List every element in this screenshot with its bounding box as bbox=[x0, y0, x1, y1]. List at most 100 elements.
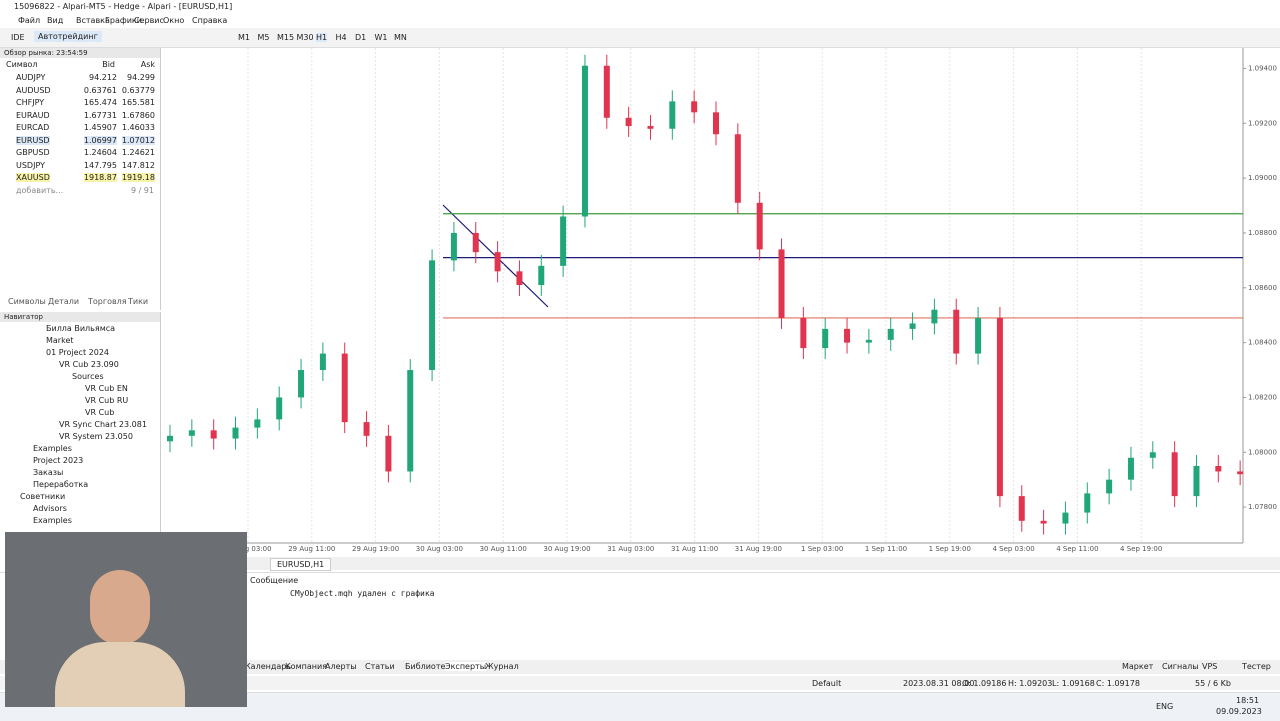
navigator-item[interactable]: Заказы bbox=[33, 468, 64, 477]
quote-cell: XAUUSD bbox=[16, 173, 50, 182]
chart-tab[interactable]: EURUSD,H1 bbox=[270, 558, 332, 571]
candle-body bbox=[844, 328, 851, 343]
navigator-item[interactable]: Билла Вильямса bbox=[46, 324, 116, 333]
candle-body bbox=[472, 232, 479, 253]
window-title: 15096822 - Alpari-MT5 - Hedge - Alpari -… bbox=[14, 2, 233, 11]
toolbar: IDE Автотрейдинг M1 M5 M15 M30 H1 H4 D1 W1 MN bbox=[0, 28, 1280, 48]
candle-body bbox=[1149, 452, 1156, 458]
quote-cell: 94.212 bbox=[89, 73, 117, 82]
navigator-item[interactable]: VR Sync Chart 23.081 bbox=[59, 420, 147, 429]
quote-cell: 1.45907 bbox=[83, 123, 117, 132]
quote-cell: 1.24621 bbox=[121, 148, 155, 157]
menu-item[interactable]: Вид bbox=[47, 16, 64, 25]
x-tick-label: 1 Sep 03:00 bbox=[801, 545, 843, 553]
candle-body bbox=[298, 370, 305, 398]
panel-tab[interactable]: Символы bbox=[8, 297, 46, 306]
candle-body bbox=[887, 328, 894, 340]
navigator-item[interactable]: Examples bbox=[33, 444, 72, 453]
timeframe-button[interactable]: H4 bbox=[335, 33, 347, 42]
menu-item[interactable]: Окно bbox=[163, 16, 185, 25]
timeframe-button[interactable]: M15 bbox=[277, 33, 295, 42]
navigator-item[interactable]: Examples bbox=[33, 516, 72, 525]
timeframe-button[interactable]: M30 bbox=[296, 33, 314, 42]
status-field: L: 1.09168 bbox=[1052, 679, 1095, 688]
menu-item[interactable]: Графики bbox=[105, 16, 142, 25]
candle-body bbox=[167, 435, 173, 442]
candle-body bbox=[822, 328, 829, 349]
navigator-item[interactable]: VR Cub bbox=[85, 408, 115, 417]
candle-body bbox=[210, 430, 217, 439]
toolbox-button[interactable]: Маркет bbox=[1122, 662, 1154, 671]
toolbox-tab[interactable]: Алерты bbox=[325, 662, 357, 671]
panel-tab[interactable]: Тики bbox=[128, 297, 149, 306]
column-header: Ask bbox=[140, 60, 155, 69]
candle-body bbox=[232, 427, 239, 439]
toolbox-tab[interactable]: Календарь bbox=[245, 662, 292, 671]
add-symbol[interactable]: добавить... bbox=[16, 186, 64, 195]
timeframe-button[interactable]: M5 bbox=[257, 33, 270, 42]
algo-button[interactable]: Автотрейдинг bbox=[34, 31, 102, 42]
timeframe-button[interactable]: MN bbox=[394, 33, 407, 42]
y-tick-label: 1.07800 bbox=[1248, 503, 1277, 511]
candle-body bbox=[429, 260, 436, 371]
title-bar: 15096822 - Alpari-MT5 - Hedge - Alpari -… bbox=[0, 0, 1280, 13]
candle-body bbox=[1062, 512, 1069, 524]
quote-cell: EURAUD bbox=[16, 110, 50, 120]
y-tick-label: 1.09200 bbox=[1248, 119, 1277, 127]
candle-body bbox=[341, 353, 348, 423]
navigator-item[interactable]: Project 2023 bbox=[33, 456, 84, 465]
menu-item[interactable]: Сервис bbox=[134, 16, 164, 25]
candle-body bbox=[385, 435, 392, 472]
timeframe-button[interactable]: W1 bbox=[374, 33, 388, 42]
status-field: Default bbox=[812, 679, 842, 688]
status-field: O: 1.09186 bbox=[962, 679, 1007, 688]
status-field: 2023.08.31 08:00 bbox=[903, 679, 975, 688]
toolbox-tab[interactable]: Библиотека bbox=[405, 662, 456, 671]
toolbox-tab[interactable]: Эксперты bbox=[445, 662, 487, 671]
toolbox-tab[interactable]: Статьи bbox=[365, 662, 395, 671]
navigator-item[interactable]: Переработка bbox=[33, 480, 89, 489]
panel-title: Навигатор bbox=[4, 313, 43, 321]
panel-tab[interactable]: Детали bbox=[48, 297, 80, 306]
candle-body bbox=[538, 265, 545, 286]
menu-bar: Файл Вид Вставка Графики Сервис Окно Справка bbox=[0, 13, 1280, 27]
navigator-item[interactable]: 01 Project 2024 bbox=[46, 348, 109, 357]
navigator-item[interactable]: Advisors bbox=[33, 504, 67, 513]
quote-cell: 1.07012 bbox=[121, 135, 155, 145]
toolbox-tab[interactable]: Компания bbox=[285, 662, 327, 671]
timeframe-button[interactable]: D1 bbox=[355, 33, 367, 42]
x-tick-label: 31 Aug 03:00 bbox=[607, 545, 654, 553]
status-field: 55 / 6 Kb bbox=[1195, 679, 1231, 688]
menu-item[interactable]: Вставка bbox=[76, 16, 110, 25]
navigator-item[interactable]: Советники bbox=[20, 492, 66, 501]
y-tick-label: 1.08200 bbox=[1248, 393, 1277, 401]
x-tick-label: 4 Sep 03:00 bbox=[992, 545, 1034, 553]
timeframe-button[interactable]: H1 bbox=[316, 33, 328, 42]
navigator-item[interactable]: VR System 23.050 bbox=[59, 432, 133, 441]
menu-item[interactable]: Файл bbox=[18, 16, 41, 25]
navigator-item[interactable]: VR Cub 23.090 bbox=[59, 360, 119, 369]
quote-cell: 1.67860 bbox=[121, 110, 155, 120]
chart-tabs: EURUSD,H1 bbox=[162, 557, 1280, 571]
toolbox-tab[interactable]: Журнал bbox=[485, 662, 519, 671]
candle-body bbox=[734, 134, 741, 203]
toolbox-button[interactable]: Тестер bbox=[1242, 662, 1271, 671]
candle-body bbox=[713, 112, 719, 135]
navigator-item[interactable]: VR Cub EN bbox=[85, 384, 128, 393]
ide-button[interactable]: IDE bbox=[11, 33, 25, 42]
candle-body bbox=[691, 101, 698, 113]
navigator-item[interactable]: VR Cub RU bbox=[85, 396, 129, 405]
menu-item[interactable]: Справка bbox=[192, 16, 228, 25]
navigator-item[interactable]: Sources bbox=[72, 372, 104, 381]
x-tick-label: 4 Sep 19:00 bbox=[1120, 545, 1162, 553]
quote-cell: AUDUSD bbox=[16, 85, 51, 95]
candle-body bbox=[188, 430, 195, 436]
toolbox-button[interactable]: VPS bbox=[1202, 662, 1218, 671]
timeframe-button[interactable]: M1 bbox=[238, 33, 250, 42]
quote-cell: USDJPY bbox=[16, 160, 45, 170]
panel-tab[interactable]: Торговля bbox=[88, 297, 127, 306]
x-tick-label: 1 Sep 11:00 bbox=[865, 545, 907, 553]
candle-body bbox=[1018, 496, 1025, 521]
toolbox-button[interactable]: Сигналы bbox=[1162, 662, 1199, 671]
navigator-item[interactable]: Market bbox=[46, 336, 74, 345]
